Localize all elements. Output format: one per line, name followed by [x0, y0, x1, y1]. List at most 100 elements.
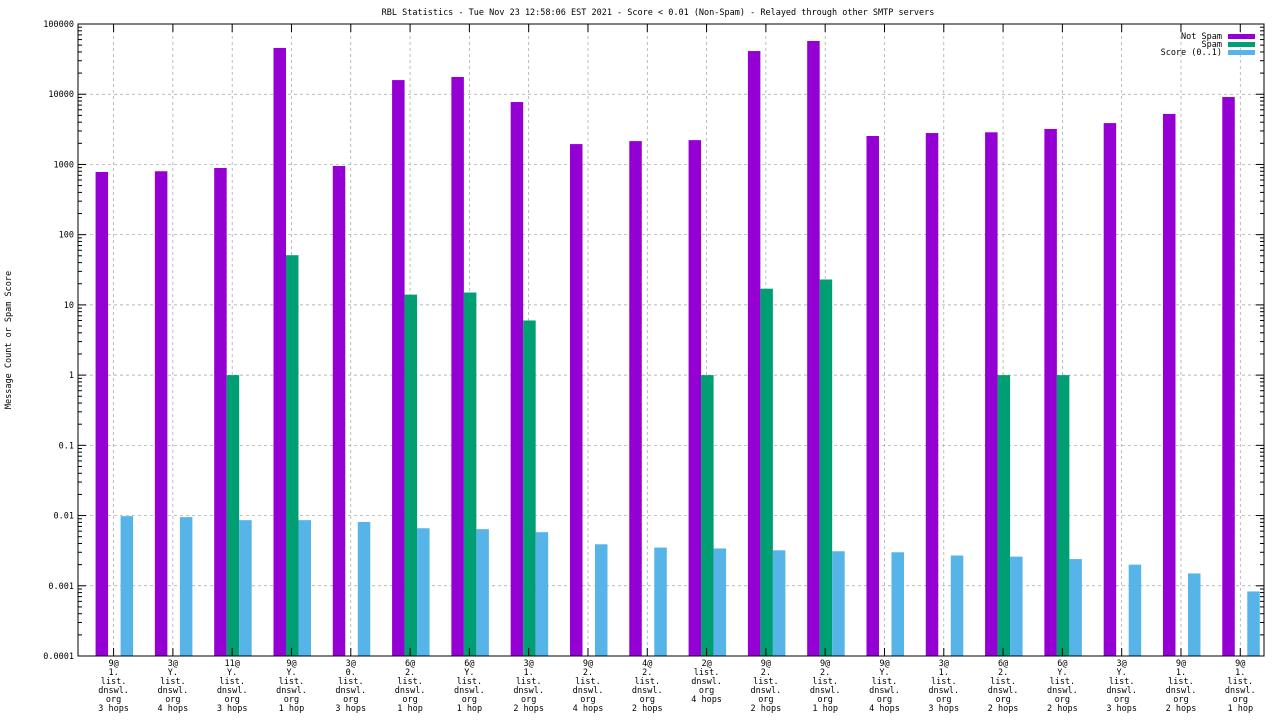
bar-spam [997, 375, 1011, 656]
bar-not-spam [332, 166, 346, 657]
x-tick-label: dnswl. [1047, 686, 1078, 696]
x-tick-label: dnswl. [632, 686, 663, 696]
bar-score [891, 552, 904, 656]
x-tick-label: 4 hops [691, 695, 722, 705]
x-tick-label: list. [279, 677, 305, 687]
bar-not-spam [688, 140, 702, 656]
bar-not-spam [154, 171, 168, 656]
bar-score [535, 532, 549, 656]
bars [95, 40, 1260, 657]
x-tick-label: org [1114, 695, 1129, 705]
x-tick-label: org [699, 686, 714, 696]
bar-score [1187, 573, 1201, 656]
x-tick-label: 9@ [1176, 659, 1186, 669]
x-tick-label: 3@ [168, 659, 178, 669]
x-tick-label: 3@ [524, 659, 534, 669]
x-tick-label: list. [1109, 677, 1135, 687]
bar-score [476, 529, 489, 656]
x-tick-label: 3@ [939, 659, 949, 669]
x-tick-label: 2. [405, 668, 415, 678]
y-tick-label: 0.01 [54, 512, 74, 522]
x-tick-label: org [284, 695, 299, 705]
x-tick-label: list. [1227, 677, 1253, 687]
legend-swatch [1228, 50, 1255, 55]
y-tick-label: 10 [64, 301, 74, 311]
bar-score [772, 550, 786, 656]
x-tick-label: dnswl. [98, 686, 129, 696]
x-tick-label: 1. [939, 668, 949, 678]
x-tick-label: org [818, 695, 833, 705]
x-tick-label: org [106, 695, 121, 705]
x-tick-label: dnswl. [1225, 686, 1256, 696]
bar-score [239, 520, 252, 656]
x-tick-label: list. [457, 677, 483, 687]
bar-not-spam [866, 136, 879, 657]
y-tick-label: 0.001 [48, 582, 74, 592]
x-tick-label: org [1233, 695, 1248, 705]
x-tick-label: Y. [879, 668, 889, 678]
legend-label: Not Spam [1181, 32, 1222, 42]
x-tick-label: 6@ [405, 659, 415, 669]
x-tick-label: 9@ [761, 659, 771, 669]
bar-spam [1056, 375, 1070, 656]
x-tick-label: dnswl. [1106, 686, 1137, 696]
x-tick-label: 2. [820, 668, 830, 678]
x-tick-label: 3 hops [217, 704, 248, 714]
x-tick-label: 4 hops [158, 704, 189, 714]
x-tick-label: 2. [998, 668, 1008, 678]
x-tick-label: 2. [761, 668, 771, 678]
x-tick-label: 3 hops [335, 704, 366, 714]
x-tick-label: dnswl. [513, 686, 544, 696]
x-tick-label: Y. [1117, 668, 1127, 678]
x-tick-label: 1. [524, 668, 534, 678]
bar-spam [523, 320, 536, 656]
x-tick-label: org [580, 695, 595, 705]
x-tick-label: org [640, 695, 655, 705]
y-tick-label: 100000 [43, 20, 74, 30]
x-tick-label: 9@ [820, 659, 830, 669]
x-tick-label: 4 hops [573, 704, 604, 714]
x-tick-label: 3 hops [98, 704, 129, 714]
y-tick-label: 0.1 [59, 441, 74, 451]
y-axis-label: Message Count or Spam Score [4, 271, 14, 409]
bar-not-spam [629, 141, 642, 657]
x-tick-label: org [995, 695, 1010, 705]
x-tick-label: org [936, 695, 951, 705]
x-tick-label: dnswl. [335, 686, 366, 696]
bar-not-spam [510, 102, 524, 656]
x-tick-label: dnswl. [158, 686, 189, 696]
bar-not-spam [1044, 128, 1057, 657]
y-tick-label: 1 [69, 371, 74, 381]
x-tick-label: Y. [1057, 668, 1067, 678]
x-tick-label: 9@ [108, 659, 118, 669]
x-tick-label: list. [931, 677, 957, 687]
x-tick-label: 2. [583, 668, 593, 678]
x-tick-label: dnswl. [573, 686, 604, 696]
x-tick-label: list. [160, 677, 186, 687]
x-tick-label: org [1173, 695, 1188, 705]
x-tick-label: org [402, 695, 417, 705]
x-tick-label: 6@ [1057, 659, 1067, 669]
x-tick-label: 9@ [286, 659, 296, 669]
x-tick-label: 9@ [879, 659, 889, 669]
x-tick-label: 2@ [701, 659, 711, 669]
x-tick-label: 9@ [583, 659, 593, 669]
x-tick-label: 1 hop [397, 704, 423, 714]
x-tick-label: 11@ [225, 659, 240, 669]
bar-score [357, 521, 371, 656]
legend-swatch [1228, 42, 1255, 47]
x-tick-label: 2 hops [513, 704, 544, 714]
x-tick-label: 0. [346, 668, 356, 678]
bar-score [1128, 564, 1142, 656]
y-tick-label: 1000 [54, 160, 74, 170]
x-tick-label: org [1055, 695, 1070, 705]
chart-title: RBL Statistics - Tue Nov 23 12:58:06 EST… [382, 8, 935, 18]
x-tick-label: 1 hop [279, 704, 305, 714]
bar-score [1010, 556, 1023, 656]
x-tick-label: dnswl. [988, 686, 1019, 696]
x-tick-label: 4 hops [869, 704, 900, 714]
x-tick-label: list. [575, 677, 601, 687]
x-tick-label: org [462, 695, 477, 705]
